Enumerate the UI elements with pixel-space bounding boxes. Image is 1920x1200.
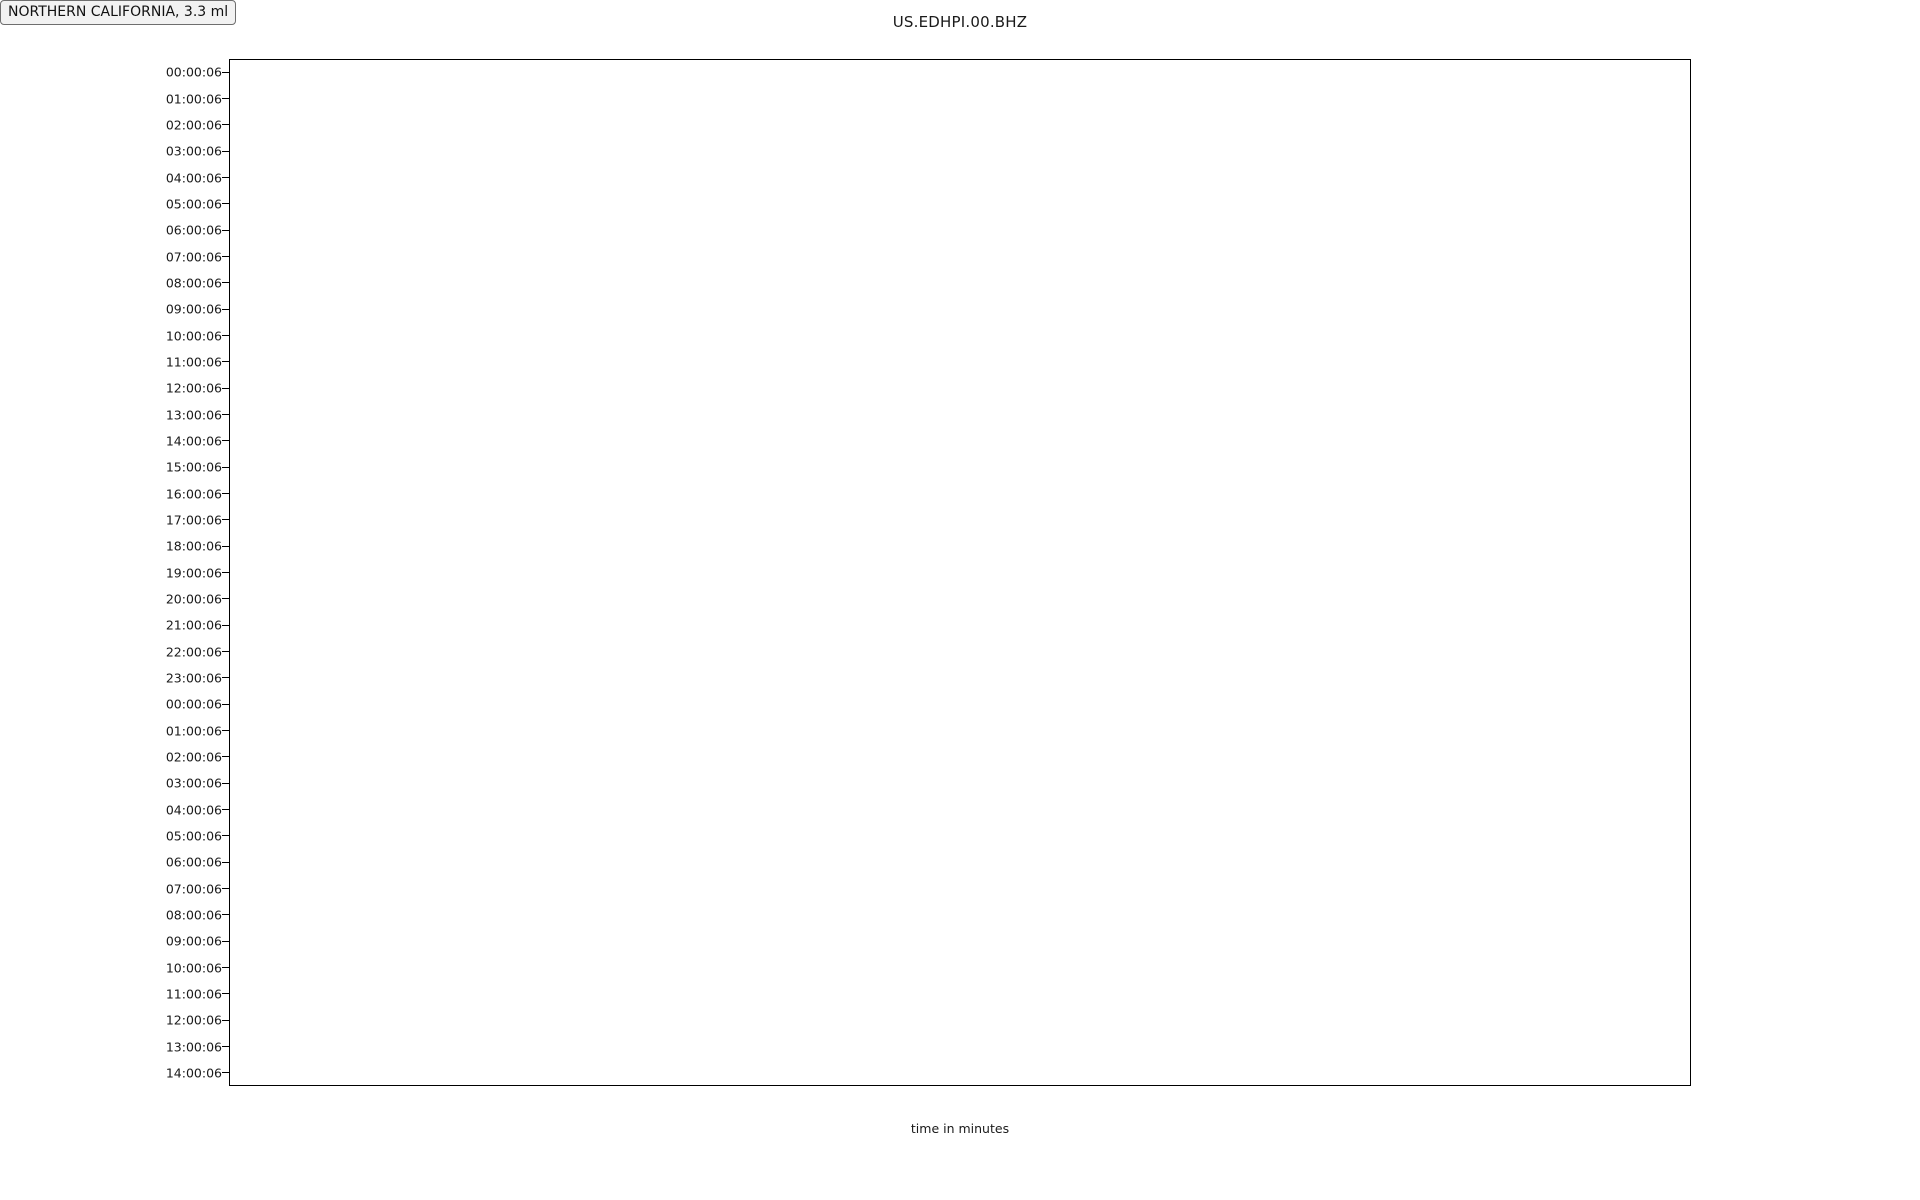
y-axis-tick-mark — [222, 782, 229, 784]
y-axis-tick-label: 22:00:06 — [165, 644, 222, 659]
y-axis-tick-mark — [222, 71, 229, 73]
y-axis-tick-mark — [222, 387, 229, 389]
event-annotation-label: NORTHERN CALIFORNIA, 3.3 ml — [0, 0, 237, 26]
y-axis-tick-mark — [222, 176, 229, 179]
x-axis-tick-labels — [229, 1096, 1691, 1118]
y-axis-tick-label: 01:00:06 — [165, 723, 222, 738]
y-axis-tick-mark — [222, 97, 229, 100]
y-axis-tick-label: 20:00:06 — [165, 591, 222, 607]
y-axis-tick-mark — [222, 993, 229, 995]
y-axis-tick-mark — [222, 203, 229, 205]
y-axis-tick-mark — [222, 966, 229, 969]
y-axis-tick-mark — [222, 703, 229, 705]
y-axis-tick-label: 23:00:06 — [165, 670, 222, 686]
y-axis-tick-label: 07:00:06 — [165, 881, 222, 896]
y-axis-tick-label: 06:00:06 — [165, 222, 222, 238]
y-axis-tick-mark — [222, 466, 229, 468]
y-axis-tick-label: 12:00:06 — [165, 380, 222, 396]
y-axis-tick-mark — [222, 1072, 229, 1074]
y-axis-tick-mark — [222, 255, 229, 258]
y-axis-tick-mark — [222, 545, 229, 547]
y-axis-tick-label: 10:00:06 — [165, 960, 222, 975]
y-axis-tick-label: 10:00:06 — [165, 328, 222, 343]
y-axis-tick-label: 13:00:06 — [165, 1039, 222, 1054]
y-axis-tick-label: 21:00:06 — [165, 617, 222, 633]
y-axis-tick-label: 00:00:06 — [165, 696, 222, 712]
y-axis-tick-mark — [222, 756, 229, 758]
y-axis-tick-mark — [222, 1045, 229, 1048]
y-axis-tick-label: 04:00:06 — [165, 170, 222, 185]
y-axis-tick-labels: 00:00:06 01:00:06 02:00:06 03:00:06 04:00:06… — [0, 0, 222, 1200]
y-axis-tick-mark — [222, 835, 229, 837]
y-axis-tick-label: 17:00:06 — [165, 512, 222, 528]
y-axis-tick-mark — [222, 571, 229, 574]
y-axis-tick-label: 18:00:06 — [165, 538, 222, 554]
y-axis-tick-mark — [222, 624, 229, 626]
y-axis-tick-label: 19:00:06 — [165, 565, 222, 580]
y-axis-tick-label: 02:00:06 — [165, 749, 222, 765]
annotation-overlay — [230, 60, 1690, 1085]
y-axis-tick-label: 12:00:06 — [165, 1012, 222, 1028]
y-axis-tick-label: 03:00:06 — [165, 775, 222, 791]
y-axis-tick-mark — [222, 914, 229, 916]
y-axis-tick-label: 00:00:06 — [165, 64, 222, 80]
y-axis-tick-mark — [222, 229, 229, 231]
y-axis-tick-mark — [222, 887, 229, 890]
plot-area — [229, 59, 1691, 1086]
y-axis-tick-mark — [222, 519, 229, 521]
y-axis-tick-label: 07:00:06 — [165, 249, 222, 264]
y-axis-tick-mark — [222, 150, 229, 152]
y-axis-tick-marks — [222, 0, 230, 1200]
y-axis-tick-mark — [222, 124, 229, 126]
y-axis-tick-label: 11:00:06 — [165, 986, 222, 1002]
y-axis-tick-mark — [222, 808, 229, 811]
y-axis-tick-label: 08:00:06 — [165, 275, 222, 291]
y-axis-tick-label: 09:00:06 — [165, 933, 222, 949]
y-axis-tick-mark — [222, 677, 229, 679]
y-axis-tick-label: 02:00:06 — [165, 117, 222, 133]
y-axis-tick-label: 01:00:06 — [165, 91, 222, 106]
y-axis-tick-label: 05:00:06 — [165, 196, 222, 212]
y-axis-tick-label: 15:00:06 — [165, 459, 222, 475]
y-axis-tick-label: 11:00:06 — [165, 354, 222, 370]
y-axis-tick-label: 14:00:06 — [165, 433, 222, 449]
y-axis-tick-label: 04:00:06 — [165, 802, 222, 817]
y-axis-tick-mark — [222, 413, 229, 416]
y-axis-tick-label: 08:00:06 — [165, 907, 222, 923]
y-axis-tick-mark — [222, 282, 229, 284]
y-axis-tick-label: 03:00:06 — [165, 143, 222, 159]
y-axis-tick-mark — [222, 940, 229, 942]
page-title: US.EDHPI.00.BHZ — [892, 13, 1028, 31]
y-axis-tick-mark — [222, 861, 229, 863]
y-axis-tick-label: 14:00:06 — [165, 1065, 222, 1081]
y-axis-tick-mark — [222, 1019, 229, 1021]
x-axis-title: time in minutes — [910, 1121, 1010, 1136]
y-axis-tick-mark — [222, 308, 229, 310]
y-axis-tick-mark — [222, 598, 229, 600]
y-axis-tick-label: 05:00:06 — [165, 828, 222, 844]
y-axis-tick-mark — [222, 729, 229, 732]
y-axis-tick-mark — [222, 492, 229, 495]
y-axis-tick-mark — [222, 334, 229, 337]
y-axis-tick-label: 06:00:06 — [165, 854, 222, 870]
y-axis-tick-label: 13:00:06 — [165, 407, 222, 422]
y-axis-tick-mark — [222, 361, 229, 363]
x-axis-tick-marks — [229, 1086, 1691, 1094]
y-axis-tick-mark — [222, 440, 229, 442]
y-axis-tick-mark — [222, 650, 229, 653]
y-axis-tick-label: 09:00:06 — [165, 301, 222, 317]
y-axis-tick-label: 16:00:06 — [165, 486, 222, 501]
